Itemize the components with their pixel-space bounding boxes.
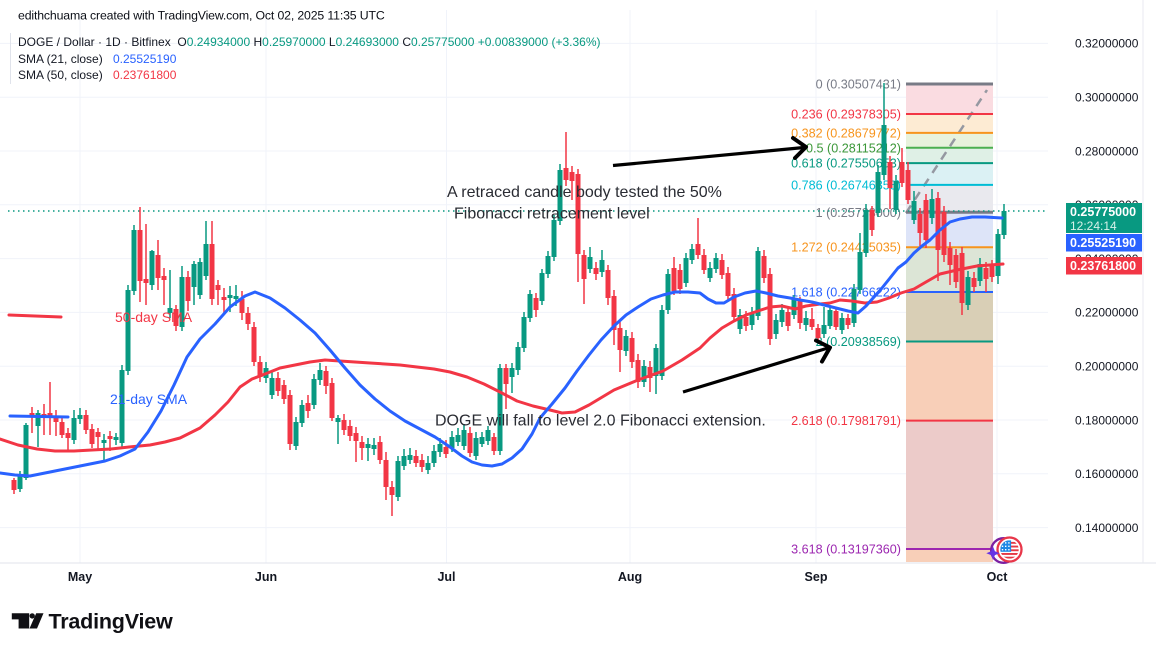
svg-text:Oct: Oct xyxy=(987,570,1009,584)
svg-text:50-day SMA: 50-day SMA xyxy=(115,309,193,325)
svg-text:0.25525190: 0.25525190 xyxy=(113,52,177,66)
svg-text:0.23761800: 0.23761800 xyxy=(1070,259,1136,273)
svg-text:0.30000000: 0.30000000 xyxy=(1075,91,1139,105)
svg-text:TradingView: TradingView xyxy=(49,610,174,634)
svg-text:0.20000000: 0.20000000 xyxy=(1075,360,1139,374)
svg-text:0.14000000: 0.14000000 xyxy=(1075,521,1139,535)
svg-text:A retraced candle body tested: A retraced candle body tested the 50% xyxy=(447,184,722,201)
svg-text:0.236 (0.29378305): 0.236 (0.29378305) xyxy=(791,108,901,122)
svg-text:0.25525190: 0.25525190 xyxy=(1070,236,1136,250)
svg-text:May: May xyxy=(68,570,92,584)
svg-text:0.22000000: 0.22000000 xyxy=(1075,306,1139,320)
svg-text:Fibonacci retracement level: Fibonacci retracement level xyxy=(454,206,650,223)
svg-text:12:24:14: 12:24:14 xyxy=(1070,219,1117,233)
svg-text:DOGE / Dollar · 1D · Bitfinex: DOGE / Dollar · 1D · Bitfinex O0.2493400… xyxy=(18,35,601,49)
svg-text:Jun: Jun xyxy=(255,570,277,584)
svg-text:DOGE will fall to level 2.0 F: DOGE will fall to level 2.0 Fibonacci ex… xyxy=(435,413,766,430)
svg-text:0.28000000: 0.28000000 xyxy=(1075,144,1139,158)
svg-text:SMA (50, close): SMA (50, close) xyxy=(18,68,103,82)
svg-text:0.25775000: 0.25775000 xyxy=(1070,205,1136,219)
svg-text:0.786 (0.26746858): 0.786 (0.26746858) xyxy=(791,178,901,192)
svg-text:0.382 (0.28679772): 0.382 (0.28679772) xyxy=(791,126,901,140)
svg-text:Aug: Aug xyxy=(618,570,642,584)
svg-text:SMA (21, close): SMA (21, close) xyxy=(18,52,103,66)
svg-text:0 (0.30507431): 0 (0.30507431) xyxy=(816,78,901,92)
svg-text:2.618 (0.17981791): 2.618 (0.17981791) xyxy=(791,414,901,428)
svg-text:1.618 (0.22766222): 1.618 (0.22766222) xyxy=(791,286,901,300)
svg-text:edithchuama created with Tradi: edithchuama created with TradingView.com… xyxy=(18,9,385,23)
svg-text:0.23761800: 0.23761800 xyxy=(113,68,177,82)
svg-text:0.618 (0.27550653): 0.618 (0.27550653) xyxy=(791,157,901,171)
svg-text:2 (0.20938569): 2 (0.20938569) xyxy=(816,335,901,349)
svg-text:0.16000000: 0.16000000 xyxy=(1075,467,1139,481)
svg-text:0.5 (0.28115212): 0.5 (0.28115212) xyxy=(806,141,901,155)
svg-text:0.18000000: 0.18000000 xyxy=(1075,413,1139,427)
svg-text:1.272 (0.24425035): 1.272 (0.24425035) xyxy=(791,241,901,255)
svg-text:3.618 (0.13197360): 3.618 (0.13197360) xyxy=(791,543,901,557)
svg-text:21-day SMA: 21-day SMA xyxy=(110,391,188,407)
svg-text:Sep: Sep xyxy=(805,570,828,584)
svg-text:1 (0.25723000): 1 (0.25723000) xyxy=(816,206,901,220)
svg-text:Jul: Jul xyxy=(437,570,455,584)
svg-text:0.32000000: 0.32000000 xyxy=(1075,37,1139,51)
